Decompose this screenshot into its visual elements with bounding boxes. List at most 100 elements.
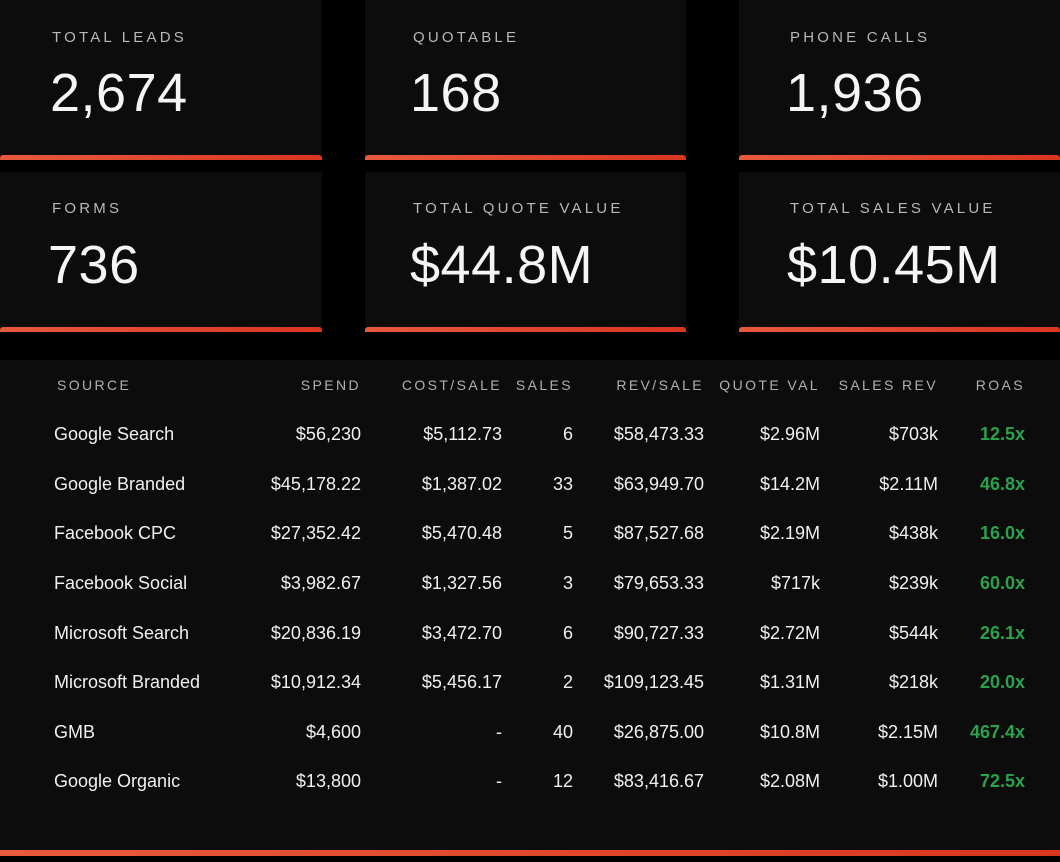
cell-spend: $56,230 [295, 424, 361, 445]
kpi-value: 168 [410, 63, 502, 123]
cell-roas: 46.8x [979, 473, 1025, 494]
cell-rev-sale: $63,949.70 [613, 473, 704, 494]
cell-quote-val: $14.2M [759, 473, 820, 494]
cell-sales: 33 [552, 473, 573, 494]
cell-sales-rev: $1.00M [877, 771, 938, 792]
table-row[interactable]: GMB $4,600 - 40 $26,875.00 $10.8M $2.15M… [0, 708, 1025, 758]
cell-sales: 12 [552, 771, 573, 792]
panel-accent-bar [0, 850, 1060, 856]
cell-quote-val: $2.72M [759, 622, 820, 643]
cell-sales-rev: $2.11M [879, 473, 938, 494]
cell-cost-sale: $1,327.56 [421, 573, 502, 594]
cell-spend: $10,912.34 [270, 672, 361, 693]
cell-source: Facebook Social [54, 573, 188, 594]
cell-cost-sale: $1,387.02 [421, 473, 502, 494]
source-performance-panel: SOURCE SPEND COST/SALE SALES REV/SALE QU… [0, 360, 1060, 856]
cell-sales-rev: $239k [888, 573, 938, 594]
kpi-value: $10.45M [787, 235, 1001, 295]
column-header-spend[interactable]: SPEND [300, 377, 361, 393]
table-row[interactable]: Microsoft Branded $10,912.34 $5,456.17 2… [0, 658, 1025, 708]
cell-cost-sale: - [496, 771, 502, 792]
cell-rev-sale: $58,473.33 [613, 424, 704, 445]
cell-sales: 3 [562, 573, 573, 594]
cell-sales-rev: $438k [888, 523, 938, 544]
cell-sales: 6 [562, 622, 573, 643]
column-header-rev-sale[interactable]: REV/SALE [616, 377, 704, 393]
cell-rev-sale: $26,875.00 [613, 721, 704, 742]
cell-spend: $3,982.67 [280, 573, 361, 594]
kpi-card-forms: FORMS 736 [0, 172, 322, 332]
column-header-source[interactable]: SOURCE [57, 377, 132, 393]
cell-cost-sale: - [496, 721, 502, 742]
kpi-label: QUOTABLE [413, 29, 520, 46]
cell-spend: $4,600 [305, 721, 361, 742]
cell-roas: 20.0x [979, 672, 1025, 693]
cell-sales: 5 [562, 523, 573, 544]
cell-cost-sale: $5,456.17 [421, 672, 502, 693]
kpi-card-total-sales-value: TOTAL SALES VALUE $10.45M [739, 172, 1060, 332]
kpi-value: 1,936 [786, 63, 924, 123]
kpi-value: $44.8M [410, 235, 594, 295]
table-row[interactable]: Google Organic $13,800 - 12 $83,416.67 $… [0, 757, 1025, 807]
kpi-label: FORMS [52, 200, 123, 217]
cell-quote-val: $2.08M [759, 771, 820, 792]
cell-rev-sale: $109,123.45 [603, 672, 704, 693]
cell-roas: 12.5x [979, 424, 1025, 445]
kpi-card-phone-calls: PHONE CALLS 1,936 [739, 0, 1060, 160]
cell-spend: $20,836.19 [270, 622, 361, 643]
kpi-label: TOTAL LEADS [52, 29, 187, 46]
cell-source: Google Organic [54, 771, 181, 792]
cell-rev-sale: $83,416.67 [613, 771, 704, 792]
cell-rev-sale: $87,527.68 [613, 523, 704, 544]
cell-roas: 26.1x [979, 622, 1025, 643]
cell-source: GMB [54, 721, 96, 742]
kpi-value: 2,674 [50, 63, 188, 123]
cell-quote-val: $1.31M [759, 672, 820, 693]
cell-quote-val: $717k [770, 573, 820, 594]
cell-sales: 40 [552, 721, 573, 742]
cell-quote-val: $2.96M [759, 424, 820, 445]
kpi-card-total-leads: TOTAL LEADS 2,674 [0, 0, 322, 160]
column-header-quote-val[interactable]: QUOTE VAL [719, 377, 820, 393]
cell-sales: 6 [562, 424, 573, 445]
table-header-row: SOURCE SPEND COST/SALE SALES REV/SALE QU… [0, 360, 1025, 410]
cell-spend: $45,178.22 [270, 473, 361, 494]
cell-sales-rev: $544k [888, 622, 938, 643]
cell-cost-sale: $5,112.73 [423, 424, 502, 445]
column-header-cost-sale[interactable]: COST/SALE [401, 377, 502, 393]
cell-roas: 16.0x [979, 523, 1025, 544]
cell-sales-rev: $218k [888, 672, 938, 693]
kpi-label: PHONE CALLS [790, 29, 931, 46]
cell-roas: 72.5x [979, 771, 1025, 792]
cell-quote-val: $10.8M [759, 721, 820, 742]
table-row[interactable]: Google Search $56,230 $5,112.73 6 $58,47… [0, 410, 1025, 460]
cell-source: Microsoft Search [54, 622, 190, 643]
kpi-label: TOTAL SALES VALUE [790, 200, 996, 217]
table-row[interactable]: Google Branded $45,178.22 $1,387.02 33 $… [0, 460, 1025, 510]
cell-sales-rev: $2.15M [877, 721, 938, 742]
cell-source: Google Branded [54, 473, 186, 494]
cell-sales-rev: $703k [888, 424, 938, 445]
source-performance-table: SOURCE SPEND COST/SALE SALES REV/SALE QU… [0, 360, 1025, 807]
cell-source: Microsoft Branded [54, 672, 201, 693]
column-header-sales[interactable]: SALES [515, 377, 573, 393]
kpi-value: 736 [48, 235, 140, 295]
kpi-card-total-quote-value: TOTAL QUOTE VALUE $44.8M [365, 172, 686, 332]
cell-spend: $27,352.42 [270, 523, 361, 544]
cell-roas: 467.4x [969, 721, 1025, 742]
cell-source: Google Search [54, 424, 175, 445]
table-row[interactable]: Facebook CPC $27,352.42 $5,470.48 5 $87,… [0, 509, 1025, 559]
kpi-card-quotable: QUOTABLE 168 [365, 0, 686, 160]
cell-cost-sale: $5,470.48 [421, 523, 502, 544]
cell-rev-sale: $79,653.33 [613, 573, 704, 594]
column-header-roas[interactable]: ROAS [975, 377, 1025, 393]
cell-rev-sale: $90,727.33 [613, 622, 704, 643]
cell-roas: 60.0x [979, 573, 1025, 594]
cell-sales: 2 [562, 672, 573, 693]
table-row[interactable]: Microsoft Search $20,836.19 $3,472.70 6 … [0, 608, 1025, 658]
cell-cost-sale: $3,472.70 [421, 622, 502, 643]
cell-source: Facebook CPC [54, 523, 177, 544]
cell-quote-val: $2.19M [759, 523, 820, 544]
table-row[interactable]: Facebook Social $3,982.67 $1,327.56 3 $7… [0, 559, 1025, 609]
column-header-sales-rev[interactable]: SALES REV [838, 377, 938, 393]
